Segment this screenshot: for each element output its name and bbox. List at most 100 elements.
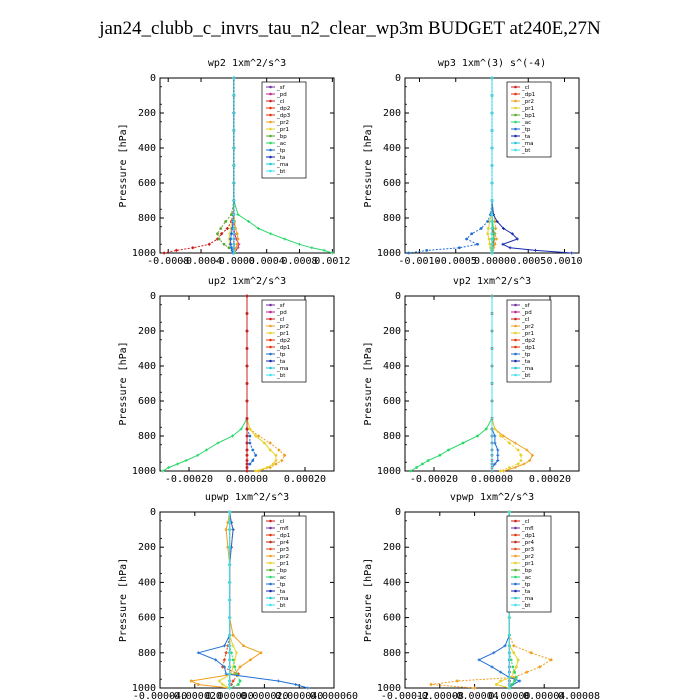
legend-label: _pr3 [521, 547, 535, 553]
series-point [263, 441, 266, 445]
series-point [495, 220, 499, 223]
x-tick-label: 0.00020 [529, 474, 571, 485]
series-point [494, 237, 499, 241]
series-point [490, 469, 494, 473]
y-tick-label: 400 [383, 143, 401, 154]
legend-label: _pr1 [521, 331, 534, 337]
series-point [507, 675, 511, 679]
legend-marker [269, 533, 272, 537]
legend-box [506, 515, 552, 613]
series-point [235, 651, 239, 655]
legend-label: _sf [276, 85, 286, 91]
series-point [245, 329, 249, 333]
series-point [477, 658, 481, 662]
series-point [476, 434, 479, 438]
series-point [490, 382, 494, 385]
legend-label: _pr1 [276, 561, 289, 567]
series-point [228, 545, 232, 549]
series-point [224, 220, 228, 223]
legend-label: _pr2 [521, 324, 534, 330]
series-point [493, 434, 497, 438]
x-tick-label: -0.0000 [213, 256, 255, 267]
chart-title: wp2 1xm^2/s^3 [208, 58, 286, 69]
series-point [507, 633, 511, 637]
legend-label: _dp1 [521, 345, 535, 351]
legend-label: _sf [276, 303, 286, 309]
legend-marker [269, 352, 272, 356]
legend-marker [269, 155, 272, 159]
series-point [494, 683, 498, 686]
y-tick-label: 200 [138, 108, 156, 119]
series-point [490, 246, 494, 250]
series-point [438, 453, 442, 457]
legend-marker [269, 547, 272, 551]
chart-4: vp2 1xm^2/s^3 Pressure [hPa] 0 200 400 600 800… [363, 276, 580, 485]
legend-label: _pr2 [276, 324, 289, 330]
series-point [175, 462, 179, 466]
legend-marker [514, 568, 517, 572]
series-point [514, 676, 518, 679]
series-point [232, 164, 236, 167]
series-point [245, 462, 249, 466]
legend-marker [514, 526, 517, 530]
series-point [531, 453, 535, 457]
legend-marker [269, 324, 272, 328]
x-tick-label: -0.00020 [410, 474, 458, 485]
legend-marker [514, 345, 517, 349]
series-point [518, 679, 522, 683]
series-point [490, 417, 494, 420]
legend-label: _bt [521, 148, 531, 154]
series-point [207, 242, 212, 247]
legend-label: _mfl [521, 526, 534, 532]
legend-marker [269, 519, 272, 523]
series-point [507, 658, 511, 662]
series-point [274, 459, 278, 462]
legend-label: _ma [276, 366, 288, 372]
x-tick-label: -0.0010 [398, 256, 440, 267]
series-point [488, 242, 492, 246]
legend-label: _tp [521, 127, 531, 133]
legend-marker [269, 310, 272, 314]
legend-label: _dp1 [521, 533, 535, 539]
legend-marker [269, 582, 272, 586]
series-point [522, 462, 526, 466]
legend-label: _bp1 [521, 113, 535, 119]
series-point [525, 448, 529, 452]
legend-marker [269, 561, 272, 565]
y-tick-label: 400 [138, 143, 156, 154]
series-point [271, 462, 275, 466]
series-point [486, 227, 490, 230]
series-point [549, 658, 553, 662]
legend-label: _pr4 [521, 540, 535, 546]
legend-label: _pr1 [521, 106, 534, 112]
series-point [421, 462, 424, 466]
chart-title: up2 1xm^2/s^3 [208, 276, 286, 287]
series-point [516, 462, 520, 466]
series-point [219, 227, 223, 230]
y-tick-label: 600 [138, 396, 156, 407]
legend-label: _ma [521, 596, 533, 602]
series-point [231, 633, 235, 637]
series-line-pr2 [189, 511, 262, 689]
series-point [222, 665, 226, 669]
series-point [455, 679, 459, 683]
series-point [238, 665, 242, 669]
series-point [503, 644, 507, 648]
series-point [490, 129, 494, 132]
y-axis-label: Pressure [hPa] [363, 341, 374, 425]
legend-marker [269, 127, 272, 131]
series-point [226, 643, 230, 648]
series-point [232, 129, 236, 132]
series-point [245, 364, 249, 368]
legend-marker [269, 113, 272, 117]
series-point [224, 528, 228, 531]
legend-marker [514, 547, 517, 551]
legend-label: _ta [521, 359, 530, 365]
series-point [490, 441, 494, 445]
legend-label: _dp2 [521, 338, 535, 344]
legend-label: _bp [276, 134, 287, 140]
series-point [570, 251, 574, 255]
series-point [230, 213, 233, 216]
series-point [507, 679, 511, 683]
